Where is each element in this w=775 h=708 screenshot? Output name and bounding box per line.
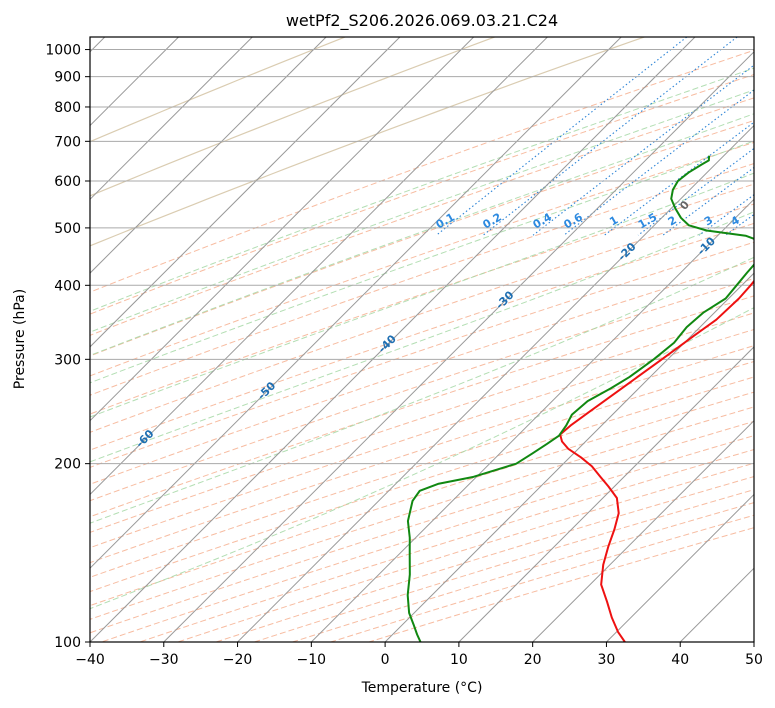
y-tick-label: 200 bbox=[54, 457, 81, 473]
isotherm-line bbox=[90, 37, 548, 496]
dry-adiabat-line bbox=[90, 391, 754, 607]
x-tick-label: −10 bbox=[297, 652, 327, 668]
dry-adiabat-line bbox=[90, 277, 754, 502]
series-line-temperature bbox=[559, 279, 754, 642]
y-tick-label: 600 bbox=[54, 174, 81, 190]
plot-background bbox=[90, 37, 754, 642]
dry-adiabat-line bbox=[90, 260, 754, 485]
plot-frame bbox=[89, 36, 755, 643]
y-axis-title: Pressure (hPa) bbox=[12, 289, 28, 389]
x-tick-label: 10 bbox=[450, 652, 468, 668]
x-tick-label: 50 bbox=[745, 652, 763, 668]
dry-adiabat-line bbox=[90, 328, 754, 549]
frost-arc-line bbox=[90, 37, 497, 197]
y-tick-label: 1000 bbox=[45, 43, 81, 59]
x-tick-label: 40 bbox=[671, 652, 689, 668]
isotherm-line bbox=[90, 37, 622, 569]
x-tick-label: 20 bbox=[524, 652, 542, 668]
dry-adiabat-line bbox=[138, 448, 754, 642]
isotherm-line bbox=[237, 124, 754, 642]
axes-layer: −40 −30 −20 −10 0 10 20 30 40 50 100 200 300 400 500 60… bbox=[45, 43, 763, 668]
isotherm-line bbox=[532, 419, 754, 642]
x-tick-label: −20 bbox=[223, 652, 253, 668]
isotherm-line bbox=[458, 346, 754, 642]
isotherm-line bbox=[753, 641, 754, 642]
dry-adiabat-line bbox=[329, 514, 754, 642]
dry-adiabat-line bbox=[90, 203, 754, 433]
y-tick-label: 800 bbox=[54, 100, 81, 116]
moist-adiabat-line bbox=[90, 307, 754, 610]
dry-adiabat-line bbox=[90, 73, 754, 315]
mixing-ratio-line bbox=[482, 37, 739, 236]
dry-adiabat-line bbox=[90, 49, 754, 293]
isotherm-line bbox=[310, 198, 754, 642]
mixing-ratio-line bbox=[532, 64, 754, 236]
isotherm-line bbox=[90, 37, 327, 274]
dry-adiabat-line bbox=[90, 420, 754, 634]
y-tick-label: 700 bbox=[54, 134, 81, 150]
moist-adiabat-line bbox=[90, 67, 754, 312]
frost-arc-line bbox=[90, 37, 347, 143]
isotherm-line bbox=[90, 37, 696, 642]
dry-adiabat-line bbox=[90, 119, 754, 357]
y-tick-label: 100 bbox=[54, 635, 81, 651]
mixing-ratio-line bbox=[698, 194, 754, 236]
dry-adiabat-line bbox=[90, 360, 754, 578]
moist-adiabat-line bbox=[90, 211, 754, 463]
y-tick-label: 300 bbox=[54, 352, 81, 368]
x-tick-label: 30 bbox=[598, 652, 616, 668]
frost-arc-line bbox=[90, 37, 647, 247]
dry-adiabat-line bbox=[367, 527, 754, 642]
y-tick-label: 400 bbox=[54, 278, 81, 294]
moist-adiabat-line bbox=[90, 113, 754, 356]
mixing-ratio-line bbox=[563, 89, 754, 236]
mixing-ratio-line bbox=[637, 147, 754, 236]
isotherm-line bbox=[90, 37, 401, 348]
y-tick-label: 900 bbox=[54, 70, 81, 86]
mixing-ratio-line bbox=[764, 35, 775, 236]
series-line-dewpoint bbox=[406, 155, 754, 642]
series-layer bbox=[406, 155, 754, 642]
x-tick-label: 0 bbox=[381, 652, 390, 668]
dry-adiabat-line bbox=[90, 183, 754, 415]
x-axis-title: Temperature (°C) bbox=[361, 680, 483, 696]
dry-adiabat-line bbox=[214, 476, 754, 642]
moist-adiabat-line bbox=[90, 172, 754, 418]
mixing-ratio-label: 6 bbox=[768, 213, 775, 228]
isotherm-line bbox=[90, 37, 475, 422]
x-tick-label: −30 bbox=[149, 652, 179, 668]
dry-adiabat-line bbox=[290, 502, 754, 642]
chart-title: wetPf2_S206.2026.069.03.21.C24 bbox=[286, 11, 558, 31]
dry-adiabat-line bbox=[90, 141, 754, 377]
isotherm-line bbox=[163, 51, 754, 642]
isotherm-label: -70 bbox=[12, 474, 35, 497]
y-tick-label: 500 bbox=[54, 221, 81, 237]
isotherm-line bbox=[90, 37, 253, 201]
dry-adiabat-line bbox=[90, 312, 754, 533]
isotherm-line bbox=[606, 493, 754, 642]
background-lines-layer bbox=[90, 35, 775, 642]
x-tick-label: −40 bbox=[75, 652, 105, 668]
moist-adiabat-line bbox=[90, 89, 754, 333]
